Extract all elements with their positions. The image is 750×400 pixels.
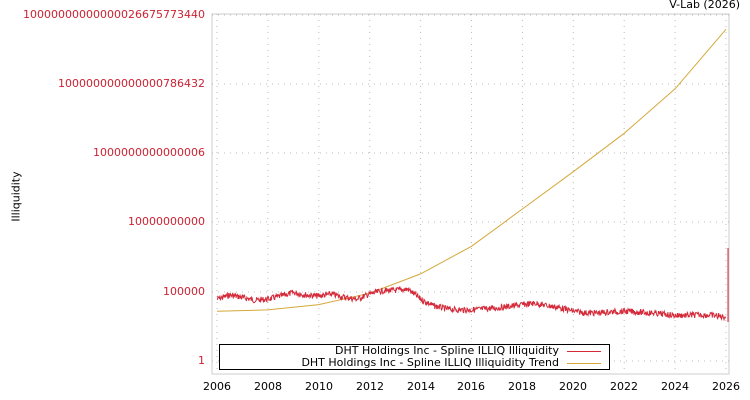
illiquidity-series-line: [216, 285, 726, 322]
x-tick-label: 2014: [407, 380, 435, 393]
y-tick-label: 10000000000: [128, 215, 205, 228]
legend-item-illiquidity: DHT Holdings Inc - Spline ILLIQ Illiquid…: [335, 345, 601, 357]
x-tick-label: 2006: [203, 380, 231, 393]
legend-item-trend: DHT Holdings Inc - Spline ILLIQ Illiquid…: [301, 357, 601, 369]
y-tick-label: 100000: [163, 285, 205, 298]
legend-swatch-red: [567, 350, 601, 352]
y-tick-label: 10000000000000026675773440: [23, 8, 205, 21]
trend-series-line: [216, 28, 727, 312]
grid-lines: [212, 14, 729, 374]
x-tick-label: 2012: [356, 380, 384, 393]
x-tick-label: 2020: [559, 380, 587, 393]
x-tick-label: 2018: [508, 380, 536, 393]
x-tick-label: 2008: [254, 380, 282, 393]
x-tick-label: 2026: [712, 380, 740, 393]
x-tick-label: 2022: [610, 380, 638, 393]
x-tick-label: 2024: [661, 380, 689, 393]
x-tick-label: 2016: [457, 380, 485, 393]
legend-label: DHT Holdings Inc - Spline ILLIQ Illiquid…: [335, 344, 559, 357]
y-tick-label: 100000000000000786432: [58, 77, 205, 90]
legend-label: DHT Holdings Inc - Spline ILLIQ Illiquid…: [301, 356, 559, 369]
y-tick-label: 1000000000000006: [93, 146, 205, 159]
y-tick-label: 1: [198, 354, 205, 367]
source-label: V-Lab (2026): [669, 0, 740, 11]
x-tick-label: 2010: [305, 380, 333, 393]
legend-swatch-gold: [567, 362, 601, 364]
legend: DHT Holdings Inc - Spline ILLIQ Illiquid…: [219, 344, 610, 370]
